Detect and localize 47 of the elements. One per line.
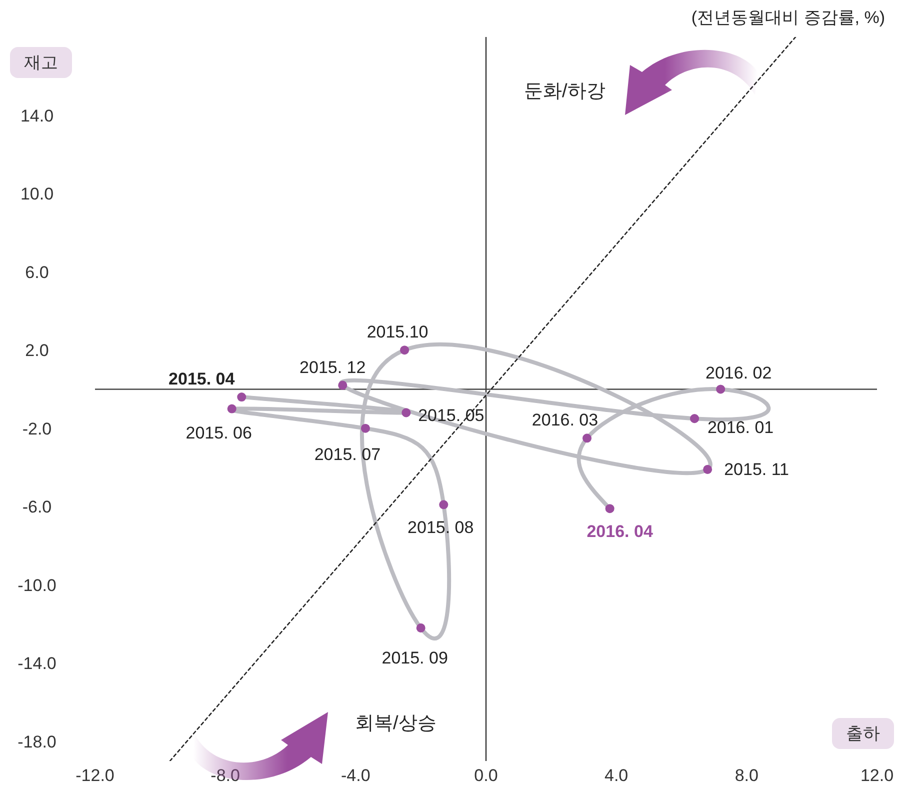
- text: (전년동월대비 증감률, %): [691, 7, 885, 29]
- annotation: 2015. 06: [186, 423, 252, 442]
- x-axis-title: 출하: [832, 718, 894, 749]
- annotation: 2015. 09: [382, 648, 448, 668]
- annotation: 2015. 05: [418, 406, 484, 426]
- x-tick-label: -4.0: [341, 766, 370, 786]
- y-tick-label: -14.0: [18, 654, 56, 674]
- annotation: 2015. 08: [408, 518, 474, 538]
- annotation: 2015.10: [366, 322, 428, 342]
- y-tick-label: 2.0: [25, 341, 49, 360]
- point: [402, 408, 411, 418]
- y-tick-label: 10.0: [20, 184, 54, 204]
- point: [237, 392, 246, 402]
- x-tick-label: -12.0: [76, 766, 114, 786]
- annotation: 둔화/하강: [524, 80, 606, 104]
- point: [703, 464, 712, 474]
- y-tick-label: -6.0: [22, 498, 52, 517]
- point: [716, 384, 726, 394]
- x-tick-label: -8.0: [210, 766, 240, 786]
- point: [360, 424, 370, 433]
- x-tick-label: 0.0: [474, 766, 498, 786]
- point: [338, 380, 348, 390]
- annotation: 2015. 04: [168, 370, 236, 389]
- point: [690, 414, 700, 424]
- point: [605, 504, 614, 514]
- point: [400, 346, 410, 355]
- point: [227, 404, 236, 414]
- y-tick-label: 6.0: [25, 262, 49, 282]
- y-axis-title: 재고: [10, 47, 72, 78]
- y-tick-label: 14.0: [20, 106, 54, 126]
- annotation: 2015. 12: [300, 358, 366, 377]
- y-tick-label: -2.0: [22, 419, 52, 438]
- annotation: 2016. 04: [586, 522, 654, 542]
- annotation: 2016. 02: [706, 364, 772, 383]
- point: [582, 434, 592, 443]
- annotation: 2016. 03: [532, 410, 598, 430]
- point: [416, 623, 426, 632]
- x-tick-label: 12.0: [860, 766, 894, 786]
- annotation: 2015. 11: [724, 460, 790, 479]
- annotation: 2016. 01: [707, 418, 774, 438]
- point: [439, 500, 448, 510]
- annotation: 2015. 07: [314, 444, 381, 464]
- y-tick-label: -10.0: [18, 576, 56, 595]
- annotation: 회복/상승: [355, 712, 436, 736]
- y-tick-label: -18.0: [18, 732, 56, 752]
- x-tick-label: 8.0: [734, 766, 758, 786]
- x-tick-label: 4.0: [604, 766, 628, 786]
